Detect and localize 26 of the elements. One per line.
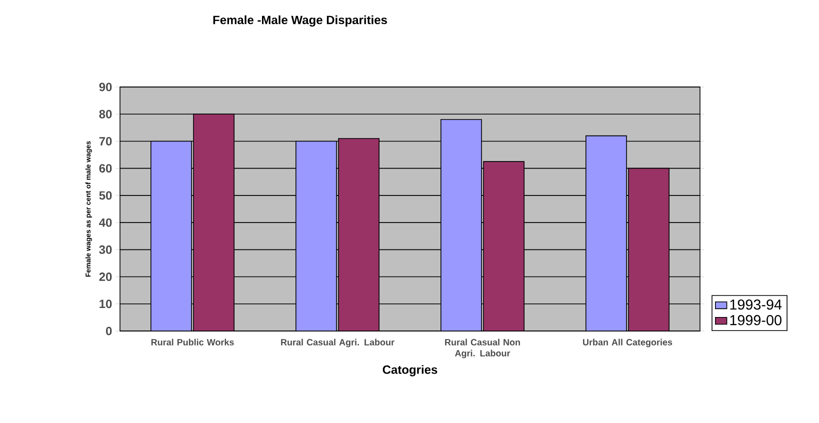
bar xyxy=(440,119,482,331)
x-tick-label: Rural Public Works xyxy=(151,338,234,346)
chart-title: Female -Male Wage Disparities xyxy=(213,15,387,27)
bar xyxy=(193,114,234,331)
bar xyxy=(586,135,627,331)
bar xyxy=(296,140,337,331)
y-tick-label: 20 xyxy=(99,272,112,282)
legend-label: 1999-00 xyxy=(730,315,782,326)
x-tick-label: Rural Casual Non Agri. Labour xyxy=(445,338,520,358)
x-tick-label: Rural Casual Agri. Labour xyxy=(281,338,394,348)
bar xyxy=(150,140,192,331)
bar xyxy=(483,161,525,331)
bar xyxy=(628,168,670,331)
x-tick-label: Urban All Categories xyxy=(583,338,672,348)
y-tick-label: 40 xyxy=(99,218,112,227)
y-tick-label: 50 xyxy=(99,191,112,200)
x-axis-title: Catogries xyxy=(382,365,438,376)
y-tick-label: 60 xyxy=(99,164,112,173)
y-tick-label: 70 xyxy=(99,136,112,146)
bar xyxy=(338,138,380,331)
y-tick-label: 0 xyxy=(106,326,112,336)
y-tick-label: 10 xyxy=(100,300,112,308)
legend-label: 1993-94 xyxy=(730,299,782,310)
y-tick-label: 80 xyxy=(99,110,112,118)
y-tick-label: 30 xyxy=(99,245,112,254)
y-tick-label: 90 xyxy=(99,82,112,92)
